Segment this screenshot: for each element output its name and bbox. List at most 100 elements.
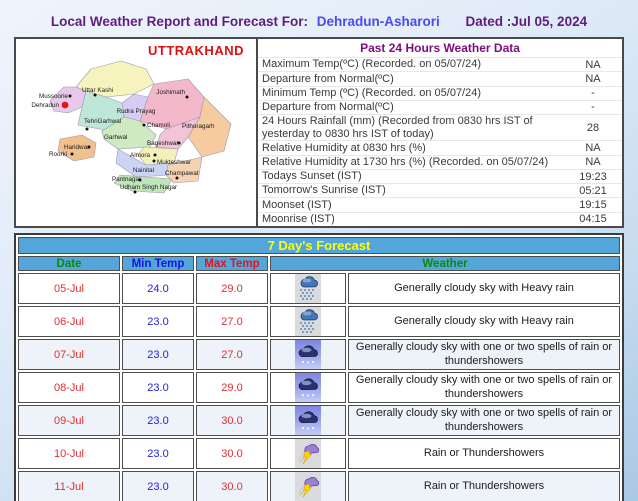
col-header-min: Min Temp bbox=[122, 256, 194, 271]
date-cell: 05-Jul bbox=[18, 273, 120, 304]
city-label: Pantnagar bbox=[112, 176, 141, 183]
past24-row: Relative Humidity at 1730 hrs (%) (Recor… bbox=[258, 154, 622, 169]
station-name: Dehradun-Asharori bbox=[316, 14, 440, 29]
min-temp-cell: 23.0 bbox=[122, 438, 194, 469]
map-panel: Mussoorie Dehradun Uttar Kashi Joshimath… bbox=[16, 39, 258, 226]
city-dot bbox=[142, 123, 146, 127]
date-cell: 09-Jul bbox=[18, 405, 120, 436]
city-markers: Mussoorie Dehradun Uttar Kashi Joshimath… bbox=[31, 87, 215, 194]
top-panel: Mussoorie Dehradun Uttar Kashi Joshimath… bbox=[14, 37, 624, 228]
forecast-row: 07-Jul 23.0 27.0 Generally cloudy sky wi… bbox=[18, 339, 620, 370]
row-value: NA bbox=[585, 141, 601, 154]
max-temp-cell: 27.0 bbox=[196, 339, 268, 370]
min-temp-cell: 23.0 bbox=[122, 339, 194, 370]
rain-spells-icon bbox=[296, 373, 320, 403]
row-label: Minimum Temp (ºC) (Recorded. on 05/07/24… bbox=[262, 86, 482, 99]
date-cell: 08-Jul bbox=[18, 372, 120, 403]
city-label: Garhwal bbox=[104, 134, 127, 141]
weather-description: Generally cloudy sky with one or two spe… bbox=[348, 405, 620, 436]
row-value: NA bbox=[585, 72, 601, 85]
city-dot bbox=[68, 94, 72, 98]
title-prefix: Local Weather Report and Forecast For: bbox=[50, 14, 308, 29]
max-temp-cell: 30.0 bbox=[196, 438, 268, 469]
past24-row: Minimum Temp (ºC) (Recorded. on 05/07/24… bbox=[258, 85, 622, 100]
weather-icon-cell bbox=[270, 306, 346, 337]
weather-description: Rain or Thundershowers bbox=[348, 438, 620, 469]
row-label: 24 Hours Rainfall (mm) (Recorded from 08… bbox=[262, 115, 533, 140]
row-value: NA bbox=[585, 58, 601, 71]
forecast-title: 7 Day's Forecast bbox=[18, 237, 620, 254]
city-label: Roorki bbox=[49, 151, 67, 158]
city-dot bbox=[87, 145, 91, 149]
min-temp-cell: 24.0 bbox=[122, 273, 194, 304]
max-temp-cell: 29.0 bbox=[196, 372, 268, 403]
heavy-rain-icon bbox=[296, 307, 320, 337]
city-dot bbox=[70, 152, 74, 156]
city-label: Haridwar bbox=[64, 144, 89, 151]
col-header-date: Date bbox=[18, 256, 120, 271]
row-label: Relative Humidity at 0830 hrs (%) bbox=[262, 141, 426, 154]
row-label: Departure from Normal(ºC) bbox=[262, 72, 394, 85]
date-cell: 11-Jul bbox=[18, 471, 120, 501]
weather-description: Generally cloudy sky with one or two spe… bbox=[348, 339, 620, 370]
city-label: TehriGarhwal bbox=[84, 118, 121, 125]
past24-rows: Maximum Temp(ºC) (Recorded. on 05/07/24)… bbox=[258, 57, 622, 226]
heavy-rain-icon bbox=[296, 274, 320, 304]
max-temp-cell: 30.0 bbox=[196, 471, 268, 501]
past24-row: Tomorrow's Sunrise (IST) 05:21 bbox=[258, 183, 622, 197]
row-value: - bbox=[591, 101, 595, 114]
forecast-row: 11-Jul 23.0 30.0 Rain or Thundershowers bbox=[18, 471, 620, 501]
min-temp-cell: 23.0 bbox=[122, 405, 194, 436]
forecast-row: 10-Jul 23.0 30.0 Rain or Thundershowers bbox=[18, 438, 620, 469]
past24-row: Relative Humidity at 0830 hrs (%) NA bbox=[258, 140, 622, 154]
row-label: Moonset (IST) bbox=[262, 198, 332, 211]
city-dot bbox=[93, 93, 97, 97]
row-value: 04:15 bbox=[579, 213, 607, 226]
row-label: Todays Sunset (IST) bbox=[262, 170, 362, 183]
min-temp-cell: 23.0 bbox=[122, 306, 194, 337]
city-dot bbox=[152, 159, 156, 163]
row-label: Departure from Normal(ºC) bbox=[262, 101, 394, 114]
city-label: Joshimath bbox=[156, 89, 185, 96]
rain-spells-icon bbox=[296, 340, 320, 370]
min-temp-cell: 23.0 bbox=[122, 471, 194, 501]
weather-description: Generally cloudy sky with one or two spe… bbox=[348, 372, 620, 403]
city-dot bbox=[133, 190, 137, 194]
thunderstorm-icon bbox=[296, 439, 320, 469]
city-label: Mukteshwar bbox=[157, 159, 191, 166]
row-value: NA bbox=[585, 156, 601, 169]
city-label: Mussoorie bbox=[39, 93, 69, 100]
date-cell: 06-Jul bbox=[18, 306, 120, 337]
date-cell: 10-Jul bbox=[18, 438, 120, 469]
past24-panel: Past 24 Hours Weather Data Maximum Temp(… bbox=[258, 39, 622, 226]
city-dot bbox=[175, 176, 179, 180]
weather-icon-cell bbox=[270, 273, 346, 304]
past24-row: 24 Hours Rainfall (mm) (Recorded from 08… bbox=[258, 114, 622, 140]
city-dot bbox=[185, 95, 189, 99]
row-label: Tomorrow's Sunrise (IST) bbox=[262, 184, 386, 197]
col-header-weather: Weather bbox=[270, 256, 620, 271]
past24-row: Maximum Temp(ºC) (Recorded. on 05/07/24)… bbox=[258, 57, 622, 71]
min-temp-cell: 23.0 bbox=[122, 372, 194, 403]
max-temp-cell: 29.0 bbox=[196, 273, 268, 304]
weather-description: Rain or Thundershowers bbox=[348, 471, 620, 501]
forecast-row: 06-Jul 23.0 27.0 Generally cloudy sky wi… bbox=[18, 306, 620, 337]
thunderstorm-icon bbox=[296, 472, 320, 501]
weather-icon-cell bbox=[270, 438, 346, 469]
city-dot bbox=[177, 141, 181, 145]
city-label: Bageshwar bbox=[147, 140, 179, 147]
page-title: Local Weather Report and Forecast For: D… bbox=[0, 14, 638, 29]
row-value: 05:21 bbox=[579, 184, 607, 197]
city-label: Champawat bbox=[165, 170, 199, 177]
max-temp-cell: 30.0 bbox=[196, 405, 268, 436]
weather-icon-cell bbox=[270, 471, 346, 501]
city-label: Dehradun bbox=[31, 102, 59, 109]
past24-row: Moonset (IST) 19:15 bbox=[258, 197, 622, 211]
max-temp-cell: 27.0 bbox=[196, 306, 268, 337]
city-label: Uttar Kashi bbox=[82, 87, 113, 94]
row-label: Moonrise (IST) bbox=[262, 212, 335, 225]
forecast-table: 7 Day's Forecast Date Min Temp Max Temp … bbox=[14, 233, 624, 501]
forecast-row: 05-Jul 24.0 29.0 Generally cloudy sky wi… bbox=[18, 273, 620, 304]
row-value: 28 bbox=[586, 121, 600, 134]
row-label: Relative Humidity at 1730 hrs (%) (Recor… bbox=[262, 155, 549, 168]
